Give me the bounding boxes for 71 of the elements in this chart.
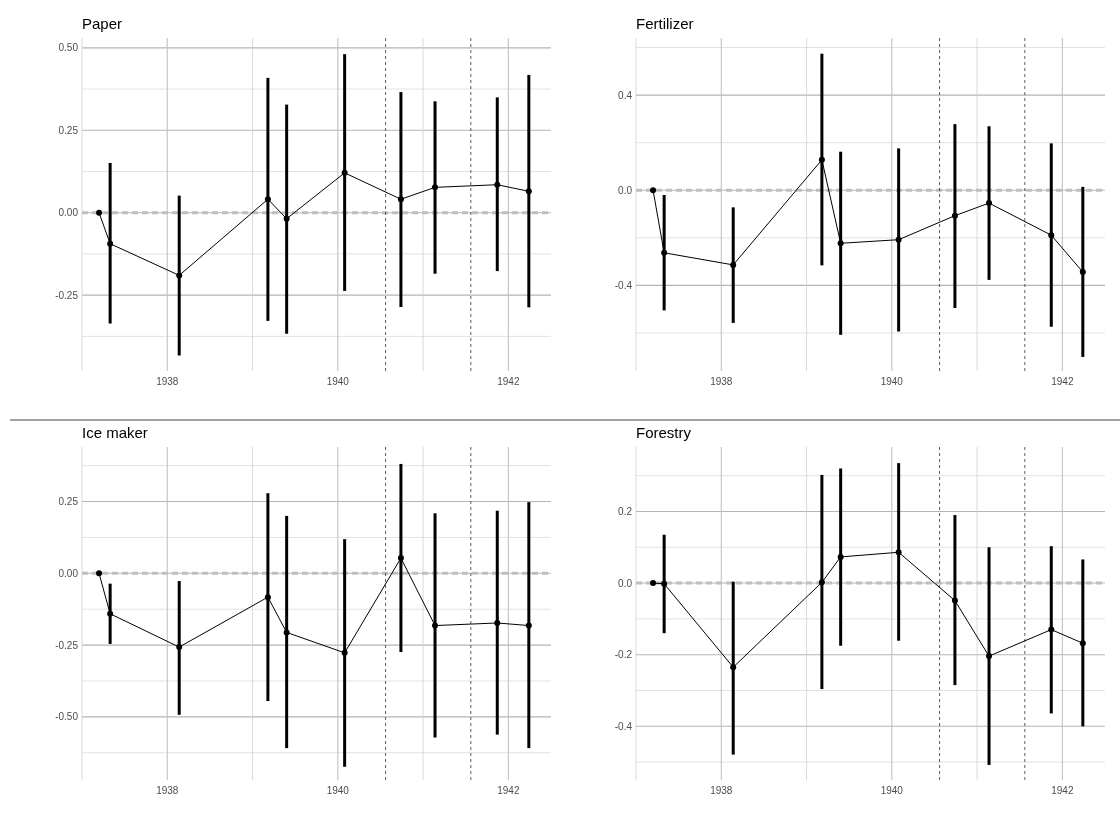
point: [837, 553, 844, 560]
point: [525, 622, 532, 629]
point: [96, 570, 103, 577]
x-tick-label: 1938: [156, 376, 179, 387]
x-tick-label: 1942: [1051, 785, 1074, 796]
point: [895, 236, 902, 243]
point: [895, 549, 902, 556]
point: [283, 215, 290, 222]
point: [837, 240, 844, 247]
point: [283, 629, 290, 636]
point: [730, 261, 737, 268]
chart-title: Forestry: [636, 424, 692, 441]
point: [432, 622, 439, 629]
y-tick-label: -0.50: [55, 711, 79, 723]
point: [986, 200, 993, 207]
x-tick-label: 1942: [1051, 376, 1074, 387]
x-tick-label: 1940: [326, 376, 350, 387]
x-tick-label: 1938: [710, 376, 733, 387]
point: [176, 272, 183, 279]
y-tick-label: 0.4: [618, 89, 633, 101]
y-tick-label: -0.4: [614, 279, 633, 291]
point: [650, 187, 657, 194]
x-tick-label: 1938: [710, 785, 733, 796]
y-tick-label: -0.2: [614, 649, 633, 661]
point: [494, 181, 501, 188]
point: [264, 594, 271, 601]
point: [818, 579, 825, 586]
y-tick-label: -0.4: [614, 720, 633, 732]
point: [730, 664, 737, 671]
point: [818, 156, 825, 163]
point: [650, 580, 657, 587]
y-tick-label: 0.25: [58, 124, 79, 136]
point: [107, 240, 114, 247]
y-tick-label: 0.0: [618, 577, 633, 589]
point: [397, 555, 404, 562]
point: [397, 196, 404, 203]
y-tick-label: -0.25: [55, 639, 79, 651]
point: [264, 196, 271, 203]
point: [96, 209, 103, 216]
y-tick-label: 0.25: [58, 496, 79, 508]
chart-title: Fertilizer: [636, 15, 694, 32]
point: [951, 212, 958, 219]
point: [661, 580, 668, 587]
y-tick-label: 0.0: [618, 184, 633, 196]
point: [1079, 269, 1086, 276]
x-tick-label: 1938: [156, 785, 179, 796]
point: [176, 644, 183, 651]
point: [1048, 626, 1055, 633]
point: [525, 188, 532, 195]
y-tick-label: 0.2: [618, 505, 633, 517]
point: [432, 184, 439, 191]
point: [107, 610, 114, 617]
x-tick-label: 1942: [497, 376, 520, 387]
point: [1048, 232, 1055, 239]
point: [986, 653, 993, 660]
point: [661, 249, 668, 256]
chart-title: Paper: [82, 15, 123, 32]
x-tick-label: 1940: [880, 785, 904, 796]
y-tick-label: 0.50: [58, 42, 79, 54]
y-tick-label: 0.00: [58, 567, 79, 579]
point: [341, 169, 348, 176]
chart-title: Ice maker: [82, 424, 148, 441]
x-tick-label: 1942: [497, 785, 520, 796]
y-tick-label: 0.00: [58, 207, 79, 219]
y-tick-label: -0.25: [55, 289, 79, 301]
point: [494, 619, 501, 626]
point: [1079, 640, 1086, 647]
x-tick-label: 1940: [880, 376, 904, 387]
point: [951, 597, 958, 604]
point: [341, 649, 348, 656]
x-tick-label: 1940: [326, 785, 350, 796]
